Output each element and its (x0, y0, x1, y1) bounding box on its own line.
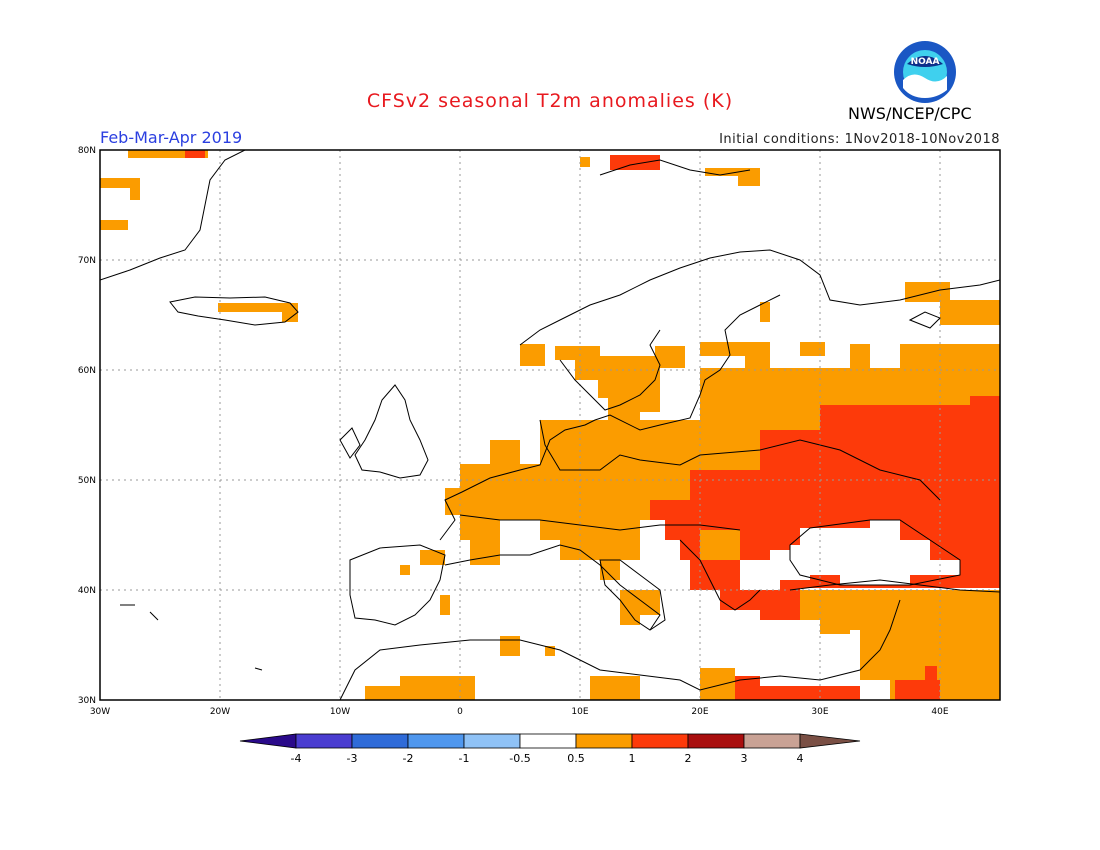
coastlines (100, 150, 1000, 700)
lat-tick-label: 60N (78, 366, 96, 376)
colorbar-segment (463, 733, 521, 749)
colorbar-segment (799, 733, 861, 749)
anomaly-shading (100, 150, 1000, 700)
colorbar-label: -1 (459, 752, 470, 765)
lon-tick-label: 0 (457, 707, 463, 717)
colorbar-segment (407, 733, 465, 749)
map-title: CFSv2 seasonal T2m anomalies (K) (366, 90, 734, 112)
colorbar-segment (519, 733, 577, 749)
lon-tick-label: 40E (931, 707, 948, 717)
graticule (100, 150, 1000, 700)
colorbar-segment (743, 733, 801, 749)
colorbar (239, 733, 861, 749)
colorbar-segment (239, 733, 297, 749)
lon-tick-label: 10W (330, 707, 350, 717)
near-normal-blacksea (790, 520, 960, 585)
colorbar-segment (575, 733, 633, 749)
colorbar-segment (295, 733, 353, 749)
forecast-period: Feb-Mar-Apr 2019 (100, 128, 243, 147)
colorbar-label: -2 (403, 752, 414, 765)
colorbar-label: -4 (291, 752, 302, 765)
colorbar-label: 4 (797, 752, 804, 765)
colorbar-label: -3 (347, 752, 358, 765)
lon-tick-label: 30E (811, 707, 828, 717)
colorbar-segment (351, 733, 409, 749)
lat-tick-label: 40N (78, 586, 96, 596)
lon-tick-label: 30W (90, 707, 110, 717)
initial-conditions: Initial conditions: 1Nov2018-10Nov2018 (719, 132, 1000, 147)
lat-tick-label: 80N (78, 146, 96, 156)
lon-tick-label: 10E (571, 707, 588, 717)
colorbar-label: -0.5 (509, 752, 530, 765)
lat-tick-label: 70N (78, 256, 96, 266)
lat-tick-label: 50N (78, 476, 96, 486)
colorbar-label: 2 (685, 752, 692, 765)
lon-tick-label: 20W (210, 707, 230, 717)
colorbar-label: 0.5 (567, 752, 585, 765)
lat-tick-label: 30N (78, 696, 96, 706)
anomaly-0.5-1 (100, 150, 1000, 700)
logo-text: NOAA (911, 57, 940, 67)
map-frame (99, 149, 1001, 701)
colorbar-label: 1 (629, 752, 636, 765)
colorbar-segment (631, 733, 689, 749)
colorbar-segment (687, 733, 745, 749)
noaa-logo: NOAA (894, 41, 956, 103)
lon-tick-label: 20E (691, 707, 708, 717)
agency-label: NWS/NCEP/CPC (848, 104, 972, 123)
colorbar-label: 3 (741, 752, 748, 765)
